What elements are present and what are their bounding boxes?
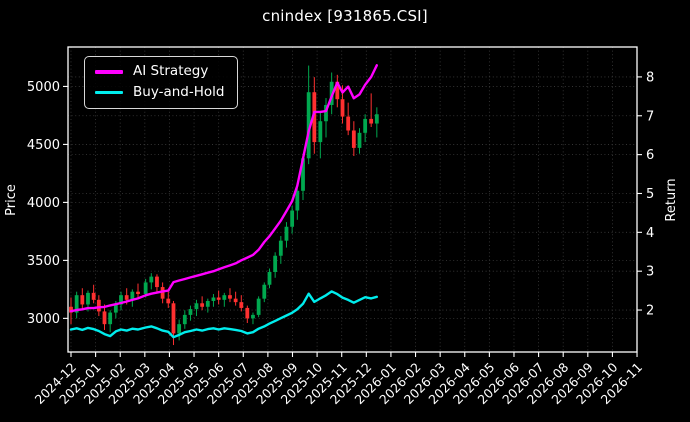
legend-label-ai-strategy: AI Strategy: [133, 63, 209, 79]
legend-label-buy-and-hold: Buy-and-Hold: [133, 83, 225, 100]
candle-body: [91, 292, 96, 300]
candle-body: [96, 299, 101, 312]
candle-body: [124, 295, 129, 300]
candle-body: [200, 303, 205, 307]
y-right-tick-label: 6: [646, 148, 654, 163]
candle-body: [278, 240, 283, 256]
buy-and-hold-line-swatch: [95, 90, 123, 94]
candle-body: [80, 295, 85, 305]
y-left-tick-label: 5000: [27, 80, 60, 95]
candle-body: [284, 226, 289, 241]
y-left-tick-label: 3000: [27, 312, 60, 327]
y-right-tick-label: 4: [646, 226, 654, 241]
y-right-tick-label: 8: [646, 70, 654, 85]
candle-body: [143, 282, 148, 295]
candle-body: [216, 297, 221, 300]
candle-body: [222, 295, 227, 300]
candle-body: [74, 295, 79, 313]
candle-body: [102, 311, 107, 325]
candle-body: [239, 302, 244, 308]
candle-body: [188, 309, 193, 315]
candle-body: [233, 298, 238, 303]
candle-body: [374, 114, 379, 124]
tick-labels: 3000350040004500500023456782024-122025-0…: [27, 70, 654, 407]
candle-body: [324, 104, 328, 122]
candle-body: [119, 295, 123, 305]
candle-body: [267, 271, 272, 285]
candle-body: [228, 295, 232, 299]
candle-body: [306, 92, 311, 159]
y-right-axis-label: Return: [664, 178, 679, 221]
candle-body: [369, 118, 374, 124]
y-right-tick-label: 2: [646, 304, 654, 319]
candle-body: [69, 306, 73, 313]
y-right-tick-label: 5: [646, 187, 654, 202]
candle-body: [335, 81, 340, 100]
candle-body: [171, 303, 176, 334]
plot-border: [67, 46, 638, 353]
candle-body: [295, 190, 300, 211]
ai-strategy-line-swatch: [95, 70, 123, 74]
candle-body: [149, 276, 154, 283]
candle-body: [245, 307, 250, 319]
tick-marks: [63, 76, 642, 357]
candle-body: [194, 303, 199, 310]
candle-body: [205, 300, 210, 307]
candle-body: [290, 210, 295, 227]
chart-title: cnindex [931865.CSI]: [262, 7, 428, 25]
candle-body: [312, 92, 317, 143]
candle-body: [256, 298, 261, 315]
candle-body: [155, 276, 159, 288]
legend-item-ai-strategy: AI Strategy: [95, 63, 224, 79]
y-right-tick-label: 3: [646, 265, 654, 280]
candle-body: [318, 121, 323, 143]
legend: AI Strategy Buy-and-Hold: [84, 56, 239, 109]
legend-item-buy-and-hold: Buy-and-Hold: [95, 83, 225, 100]
candle-body: [177, 324, 182, 334]
candle-body: [113, 304, 118, 313]
ai-strategy-line: [69, 64, 378, 313]
candle-body: [363, 118, 368, 133]
buy-and-hold-line: [69, 290, 378, 339]
candle-body: [166, 298, 171, 304]
y-left-tick-label: 3500: [27, 254, 60, 269]
candle-body: [160, 287, 165, 299]
candle-body: [351, 130, 356, 148]
candle-body: [340, 99, 345, 117]
candle-body: [108, 312, 113, 325]
candle-body: [86, 292, 90, 305]
y-left-tick-label: 4500: [27, 138, 60, 153]
candle-body: [130, 291, 135, 300]
candle-body: [136, 291, 140, 295]
candle-body: [251, 314, 255, 319]
candle-body: [182, 314, 187, 325]
candle-body: [301, 158, 305, 191]
candle-body: [211, 297, 216, 301]
candle-body: [346, 116, 351, 131]
y-left-axis-label: Price: [4, 184, 19, 216]
y-right-tick-label: 7: [646, 109, 654, 124]
y-left-tick-label: 4000: [27, 196, 60, 211]
candle-body: [273, 255, 278, 272]
candle-body: [357, 132, 362, 148]
candle-body: [262, 284, 267, 299]
